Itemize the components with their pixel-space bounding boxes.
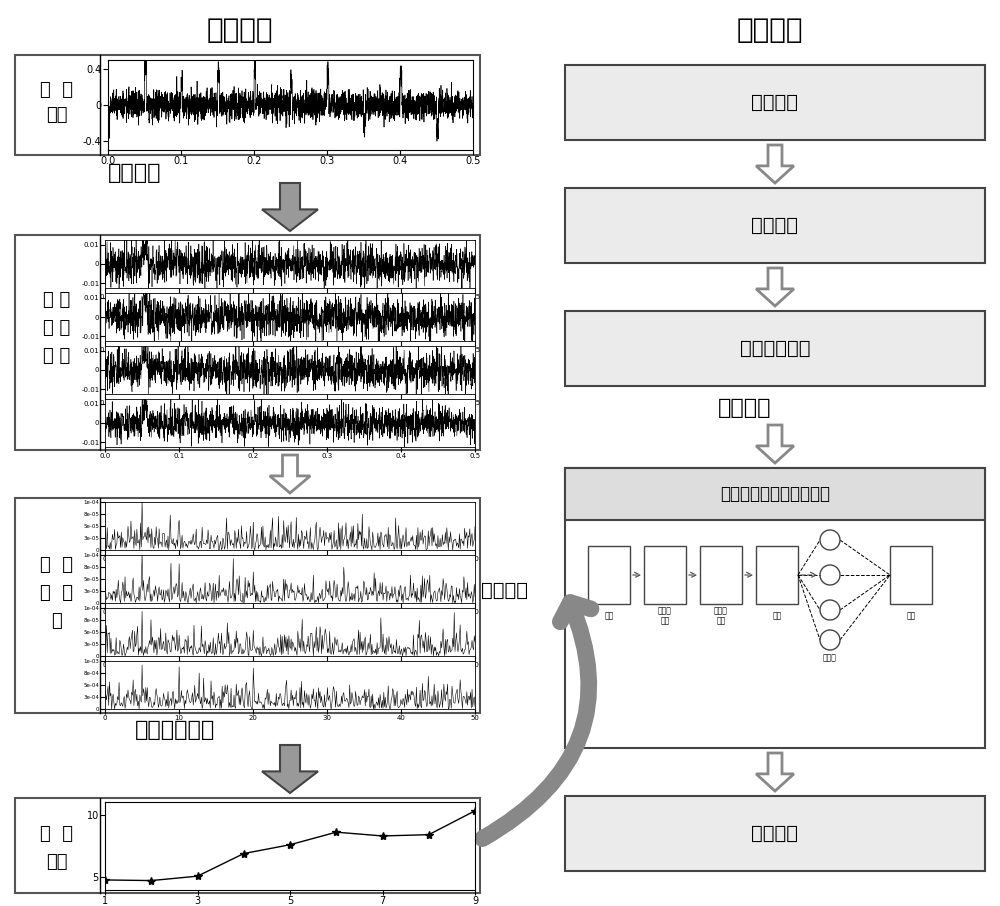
Text: 分 解: 分 解 [43,347,71,365]
Text: 有效分量选择: 有效分量选择 [135,720,215,740]
Text: 全连接: 全连接 [823,653,837,662]
Polygon shape [756,145,794,183]
Text: 阶  次: 阶 次 [40,584,74,602]
Text: 多尺度卷积神经网络模型: 多尺度卷积神经网络模型 [720,485,830,503]
Text: 输出: 输出 [906,612,916,621]
Text: 变 分: 变 分 [43,291,71,309]
Polygon shape [756,268,794,306]
Text: 样本: 样本 [46,106,68,124]
Bar [565,468,985,748]
Text: 最大值
池化: 最大值 池化 [658,606,672,626]
Text: 信号处理: 信号处理 [752,216,798,235]
Bar [565,796,985,871]
Text: 模型训练: 模型训练 [482,581,528,600]
Bar [565,311,985,386]
Text: 有效分量选择: 有效分量选择 [740,339,810,358]
Bar [565,468,985,520]
Text: 模 态: 模 态 [43,319,71,337]
Text: 多尺度
卷积: 多尺度 卷积 [714,606,728,626]
Bar [565,65,985,140]
Bar [565,188,985,263]
Text: 输入: 输入 [604,612,614,621]
Bar [588,546,630,604]
Text: 测试样本: 测试样本 [752,92,798,111]
Bar [15,55,480,155]
Bar [15,498,480,713]
Bar [15,235,480,450]
Bar [15,798,480,893]
Text: 训练阶段: 训练阶段 [207,16,273,44]
Bar [644,546,686,604]
Text: 测试阶段: 测试阶段 [737,16,803,44]
Bar [890,546,932,604]
Polygon shape [756,753,794,791]
Text: 包  络: 包 络 [40,825,74,843]
FancyArrowPatch shape [482,602,591,839]
Text: 诊断结果: 诊断结果 [752,824,798,843]
Text: 谱: 谱 [52,612,62,630]
Polygon shape [262,745,318,793]
Polygon shape [270,455,310,493]
Text: 加权: 加权 [772,612,782,621]
Text: 训  练: 训 练 [40,81,74,99]
Bar [756,546,798,604]
Text: 包  络: 包 络 [40,556,74,574]
Text: 信号处理: 信号处理 [108,163,162,183]
Text: 峭度: 峭度 [46,853,68,871]
Bar [700,546,742,604]
Polygon shape [756,425,794,463]
Text: 模型测试: 模型测试 [718,398,772,418]
Polygon shape [262,183,318,231]
